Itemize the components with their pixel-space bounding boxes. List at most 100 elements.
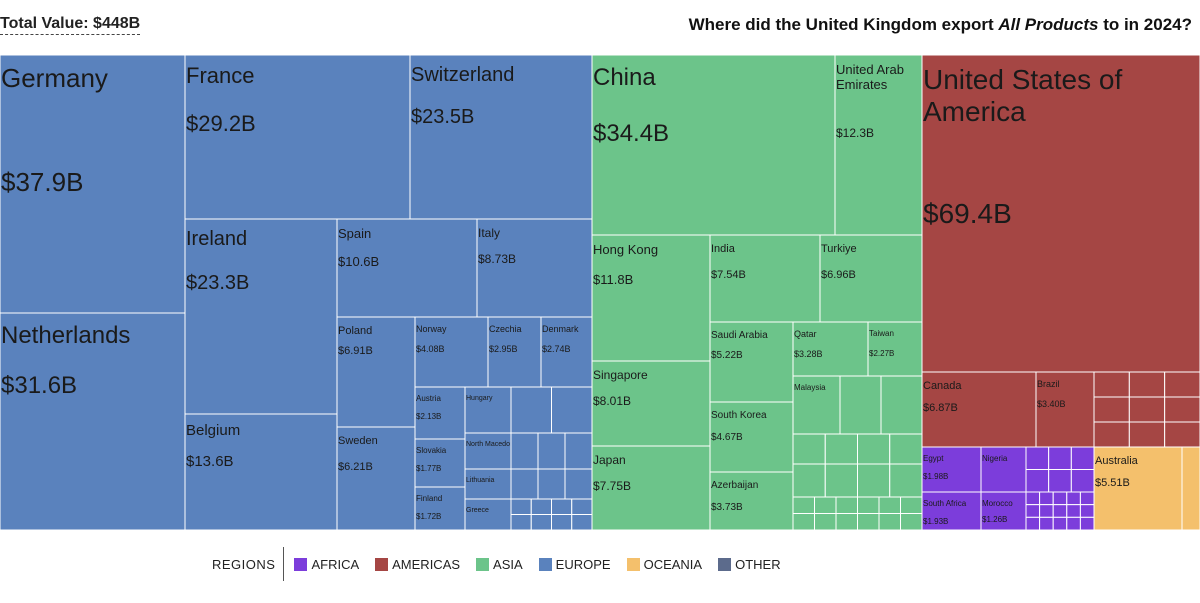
tile-turkiye[interactable] [819, 234, 923, 323]
tile-asia-small-d-4[interactable] [835, 496, 858, 514]
tile-africa-small-a-0[interactable] [1025, 446, 1050, 470]
tile-europe-small-d-1[interactable] [510, 514, 532, 531]
tile-azerbaijan[interactable] [709, 471, 794, 530]
tile-americas-small-1[interactable] [1093, 396, 1130, 423]
tile-africa-small-b-7[interactable] [1052, 504, 1068, 518]
tile-europe-small-d-2[interactable] [530, 498, 552, 515]
tile-asia-small-d-5[interactable] [835, 513, 858, 531]
tile-asia-small-b-2[interactable] [857, 433, 891, 465]
tile-asia-small-d-0[interactable] [792, 496, 815, 514]
tile-singapore[interactable] [591, 360, 711, 447]
tile-asia-small-c-0[interactable] [792, 463, 826, 498]
tile-india[interactable] [709, 234, 821, 323]
tile-europe-small-d-6[interactable] [571, 498, 593, 515]
tile-americas-small-4[interactable] [1128, 396, 1166, 423]
tile-asia-small-b-1[interactable] [824, 433, 858, 465]
tile-switzerland[interactable] [409, 55, 593, 220]
legend-item-europe[interactable]: EUROPE [538, 557, 611, 572]
tile-europe-small-c-0[interactable] [510, 468, 539, 500]
tile-africa-small-b-0[interactable] [1025, 491, 1041, 506]
tile-asia-small-b-0[interactable] [792, 433, 826, 465]
tile-slovakia[interactable] [414, 438, 466, 488]
tile-africa-small-a-1[interactable] [1025, 469, 1050, 493]
tile-sweden[interactable] [336, 426, 416, 530]
tile-africa-small-b-6[interactable] [1052, 491, 1068, 506]
tile-africa-small-b-3[interactable] [1039, 491, 1054, 506]
tile-asia-small-d-9[interactable] [878, 513, 901, 531]
tile-denmark[interactable] [540, 316, 593, 388]
tile-europe-small-d-5[interactable] [551, 514, 573, 531]
total-value[interactable]: Total Value: $448B [0, 14, 141, 35]
tile-europe-small-a-1[interactable] [551, 386, 593, 434]
tile-asia-small-c-2[interactable] [857, 463, 891, 498]
tile-greece[interactable] [464, 498, 512, 530]
tile-africa-small-b-13[interactable] [1079, 504, 1095, 518]
tile-americas-small-6[interactable] [1164, 371, 1200, 398]
tile-lithuania[interactable] [464, 468, 512, 500]
tile-africa-small-b-10[interactable] [1066, 504, 1081, 518]
tile-europe-small-b-1[interactable] [537, 432, 566, 470]
tile-australia[interactable] [1093, 446, 1183, 530]
tile-africa-small-a-5[interactable] [1070, 469, 1095, 493]
tile-asia-small-c-3[interactable] [889, 463, 923, 498]
tile-europe-small-b-2[interactable] [564, 432, 593, 470]
tile-north-macedonia[interactable] [464, 432, 512, 470]
tile-asia-small-d-2[interactable] [814, 496, 837, 514]
tile-czechia[interactable] [487, 316, 542, 388]
tile-africa-small-b-9[interactable] [1066, 491, 1081, 506]
tile-finland[interactable] [414, 486, 466, 530]
tile-austria[interactable] [414, 386, 466, 440]
tile-asia-small-d-1[interactable] [792, 513, 815, 531]
tile-europe-small-b-0[interactable] [510, 432, 539, 470]
tile-africa-small-b-1[interactable] [1025, 504, 1041, 518]
tile-europe-small-d-3[interactable] [530, 514, 552, 531]
tile-hong-kong[interactable] [591, 234, 711, 362]
legend-item-other[interactable]: OTHER [718, 557, 781, 572]
tile-europe-small-a-0[interactable] [510, 386, 552, 434]
tile-asia-small-d-7[interactable] [857, 513, 880, 531]
legend-item-oceania[interactable]: OCEANIA [626, 557, 702, 572]
tile-malaysia[interactable] [792, 375, 841, 435]
tile-africa-small-b-2[interactable] [1025, 516, 1041, 530]
tile-spain[interactable] [336, 218, 478, 318]
tile-belgium[interactable] [184, 413, 338, 530]
tile-oceania-small[interactable] [1181, 446, 1200, 530]
tile-ireland[interactable] [184, 218, 338, 415]
tile-americas-small-8[interactable] [1164, 421, 1200, 448]
tile-africa-small-b-8[interactable] [1052, 516, 1068, 530]
tile-canada[interactable] [921, 371, 1037, 448]
tile-asia-small-a-0[interactable] [839, 375, 882, 435]
tile-africa-small-a-3[interactable] [1048, 469, 1072, 493]
tile-asia-small-d-8[interactable] [878, 496, 901, 514]
legend-item-americas[interactable]: AMERICAS [375, 557, 460, 572]
legend-item-africa[interactable]: AFRICA [294, 557, 359, 572]
tile-nigeria[interactable] [980, 446, 1027, 493]
tile-asia-small-d-6[interactable] [857, 496, 880, 514]
tile-americas-small-5[interactable] [1128, 421, 1166, 448]
tile-qatar[interactable] [792, 321, 869, 377]
tile-saudi-arabia[interactable] [709, 321, 794, 403]
tile-asia-small-d-10[interactable] [900, 496, 923, 514]
tile-asia-small-d-11[interactable] [900, 513, 923, 531]
tile-africa-small-b-14[interactable] [1079, 516, 1095, 530]
tile-americas-small-0[interactable] [1093, 371, 1130, 398]
tile-taiwan[interactable] [867, 321, 923, 377]
tile-americas-small-7[interactable] [1164, 396, 1200, 423]
tile-egypt[interactable] [921, 446, 982, 493]
tile-asia-small-d-3[interactable] [814, 513, 837, 531]
tile-africa-small-b-4[interactable] [1039, 504, 1054, 518]
tile-africa-small-a-4[interactable] [1070, 446, 1095, 470]
tile-africa-small-a-2[interactable] [1048, 446, 1072, 470]
tile-europe-small-c-1[interactable] [537, 468, 566, 500]
tile-europe-small-d-7[interactable] [571, 514, 593, 531]
tile-asia-small-b-3[interactable] [889, 433, 923, 465]
tile-italy[interactable] [476, 218, 593, 318]
tile-asia-small-c-1[interactable] [824, 463, 858, 498]
tile-europe-small-d-0[interactable] [510, 498, 532, 515]
tile-americas-small-3[interactable] [1128, 371, 1166, 398]
tile-africa-small-b-5[interactable] [1039, 516, 1054, 530]
legend-item-asia[interactable]: ASIA [476, 557, 523, 572]
tile-hungary[interactable] [464, 386, 512, 434]
tile-africa-small-b-12[interactable] [1079, 491, 1095, 506]
tile-netherlands[interactable] [0, 312, 186, 530]
